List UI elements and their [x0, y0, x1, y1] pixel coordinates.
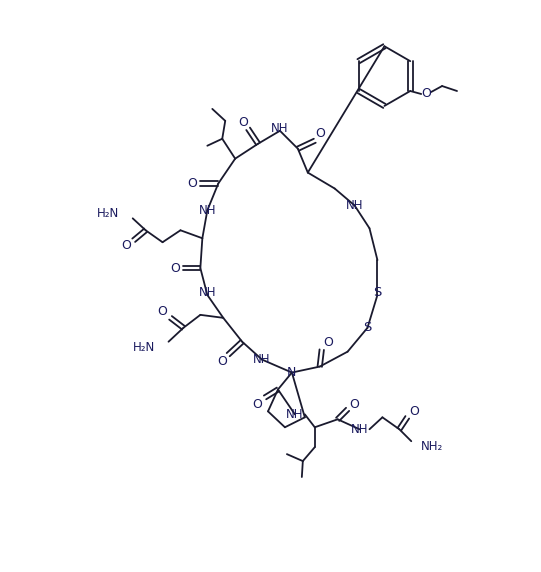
Text: O: O: [188, 177, 197, 190]
Text: NH: NH: [199, 287, 216, 300]
Text: NH: NH: [286, 408, 304, 421]
Text: NH: NH: [271, 122, 289, 136]
Text: N: N: [287, 366, 296, 379]
Text: NH: NH: [253, 353, 271, 366]
Text: O: O: [323, 336, 333, 349]
Text: O: O: [170, 261, 181, 275]
Text: O: O: [121, 239, 131, 252]
Text: S: S: [364, 321, 372, 334]
Text: O: O: [157, 305, 168, 319]
Text: O: O: [217, 355, 227, 368]
Text: NH₂: NH₂: [421, 440, 444, 452]
Text: NH: NH: [346, 199, 364, 212]
Text: O: O: [252, 398, 262, 411]
Text: H₂N: H₂N: [133, 341, 156, 354]
Text: NH: NH: [351, 423, 368, 436]
Text: O: O: [349, 398, 360, 411]
Text: O: O: [315, 128, 325, 140]
Text: O: O: [238, 116, 248, 129]
Text: O: O: [410, 405, 419, 418]
Text: O: O: [421, 88, 431, 101]
Text: H₂N: H₂N: [96, 207, 119, 220]
Text: S: S: [373, 287, 381, 300]
Text: NH: NH: [199, 204, 216, 217]
